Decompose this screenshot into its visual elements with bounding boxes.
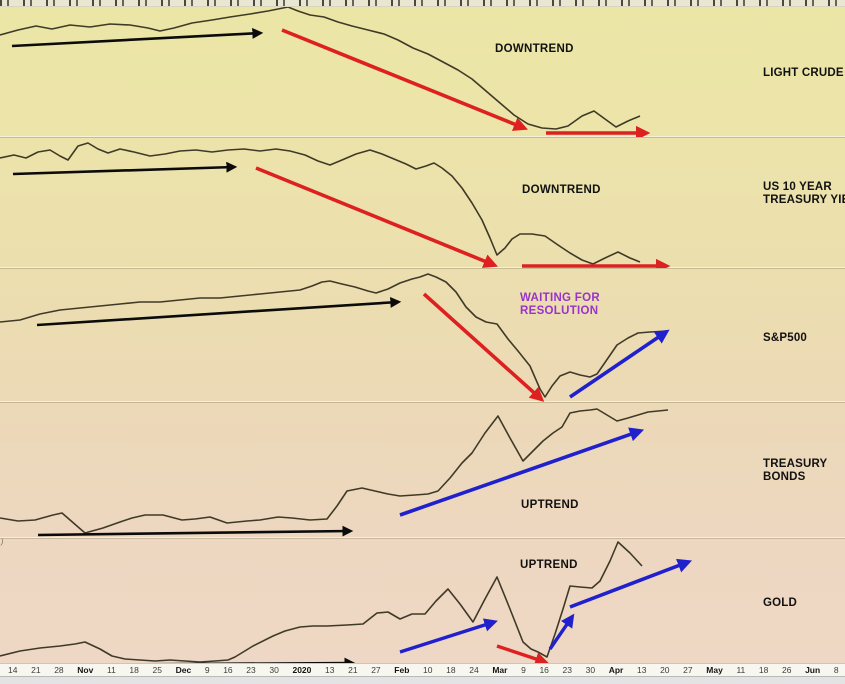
axis-tick-label: 25 xyxy=(152,665,162,675)
axis-tick-label: 16 xyxy=(539,665,549,675)
axis-tick-label: 23 xyxy=(562,665,572,675)
axis-tick-label: 20 xyxy=(660,665,670,675)
trend-arrow-blue xyxy=(569,558,693,609)
asset-label-line: S&P500 xyxy=(763,332,808,344)
axis-tick-label: 10 xyxy=(423,665,433,675)
trend-annotation-line: DOWNTREND xyxy=(522,184,601,196)
price-chart-svg xyxy=(0,142,671,268)
axis-tick-label: 18 xyxy=(129,665,139,675)
trend-arrow-black xyxy=(12,161,238,176)
trend-annotation-line: UPTREND xyxy=(520,559,578,571)
trend-annotation-line: UPTREND xyxy=(521,499,579,511)
price-chart-svg xyxy=(0,541,693,667)
price-chart-svg xyxy=(0,408,669,537)
trend-annotation-line: DOWNTREND xyxy=(495,43,574,55)
axis-tick-label: Nov xyxy=(77,665,94,675)
trend-arrow-red xyxy=(281,28,529,131)
panel-sp500: WAITING FOR RESOLUTION S&P500 xyxy=(0,269,845,403)
axis-tick-label: 21 xyxy=(348,665,358,675)
price-chart-svg xyxy=(0,273,670,402)
price-line xyxy=(0,273,669,398)
trend-annotation: UPTREND xyxy=(521,499,579,512)
axis-tick-label: 30 xyxy=(585,665,596,675)
axis-tick-label: 9 xyxy=(204,665,210,675)
trend-arrow-blue xyxy=(399,427,645,517)
trend-arrow-black xyxy=(37,525,354,537)
axis-tick-label: 8 xyxy=(833,665,839,675)
axis-tick-label: 9 xyxy=(521,665,526,675)
date-axis: 14 21 28 Nov 11 18 25 Dec 9 16 23 30 2020 13 21 27 Feb 10… xyxy=(0,663,845,676)
axis-tick-label: 30 xyxy=(269,665,279,675)
axis-tick-label: Apr xyxy=(608,665,624,675)
trend-arrow-red xyxy=(422,292,545,402)
axis-tick-label: 11 xyxy=(106,665,116,675)
trend-arrow-black xyxy=(11,27,264,48)
trend-arrow-blue xyxy=(399,618,498,654)
price-line xyxy=(0,142,641,265)
axis-tick-label: Feb xyxy=(394,665,410,675)
axis-tick-label: 14 xyxy=(8,665,18,675)
axis-tick-label: 13 xyxy=(325,665,335,675)
trend-arrow-blue xyxy=(568,329,670,399)
price-chart-svg xyxy=(0,6,651,137)
axis-tick-label: 2020 xyxy=(292,665,312,675)
axis-tick-label: 23 xyxy=(246,665,256,675)
clipped-date-labels-strip xyxy=(0,0,845,7)
trend-annotation-line: WAITING FOR xyxy=(520,292,600,304)
trend-arrow-red xyxy=(255,166,499,268)
trend-annotation: DOWNTREND xyxy=(495,43,574,56)
axis-tick-label: Mar xyxy=(492,665,508,675)
axis-tick-label: 27 xyxy=(371,665,381,675)
clipped-corner-text: ) xyxy=(1,539,4,546)
asset-label-line: US 10 YEAR xyxy=(763,181,832,193)
trend-arrow-black xyxy=(36,297,402,327)
chart-panels: DOWNTREND LIGHT CRUDE DOWNTREND US 10 YEAR T… xyxy=(0,0,845,668)
axis-tick-label: 16 xyxy=(223,665,233,675)
asset-label-sp500: S&P500 xyxy=(763,332,845,345)
axis-tick-label: 21 xyxy=(31,665,41,675)
axis-tick-label: 26 xyxy=(781,665,792,675)
trend-annotation: UPTREND xyxy=(520,559,578,572)
asset-label-line: TREASURY YIELD xyxy=(763,194,845,206)
asset-label-line: LIGHT CRUDE xyxy=(763,67,844,79)
price-line xyxy=(0,6,641,130)
trend-arrow-red xyxy=(496,644,549,666)
bottom-strip xyxy=(0,676,845,684)
axis-tick-label: 27 xyxy=(683,665,693,675)
axis-tick-label: 18 xyxy=(446,665,456,675)
asset-label-line: GOLD xyxy=(763,597,798,609)
price-line xyxy=(0,408,669,534)
axis-tick-label: Jun xyxy=(805,665,821,675)
asset-label-gold: GOLD xyxy=(763,597,845,610)
panel-gold: UPTREND GOLD) xyxy=(0,539,845,668)
panel-light-crude: DOWNTREND LIGHT CRUDE xyxy=(0,0,845,138)
trend-annotation: WAITING FOR RESOLUTION xyxy=(520,292,600,318)
axis-tick-label: 13 xyxy=(636,665,647,675)
axis-tick-label: 18 xyxy=(758,665,769,675)
axis-tick-label: 28 xyxy=(54,665,64,675)
price-line xyxy=(0,541,643,663)
trend-arrow-blue xyxy=(548,613,575,650)
panel-treasury-bonds: UPTREND TREASURY BONDS xyxy=(0,403,845,539)
asset-label-line: BONDS xyxy=(763,471,806,483)
axis-tick-label: 24 xyxy=(469,665,479,675)
trend-annotation-line: RESOLUTION xyxy=(520,305,599,317)
asset-label-treasury-bonds: TREASURY BONDS xyxy=(763,458,845,484)
asset-label-light-crude: LIGHT CRUDE xyxy=(763,67,845,80)
axis-tick-label: Dec xyxy=(175,665,192,675)
trend-annotation: DOWNTREND xyxy=(522,184,601,197)
axis-tick-label: 11 xyxy=(736,665,746,675)
axis-tick-label: May xyxy=(706,665,723,675)
asset-label-line: TREASURY xyxy=(763,458,828,470)
